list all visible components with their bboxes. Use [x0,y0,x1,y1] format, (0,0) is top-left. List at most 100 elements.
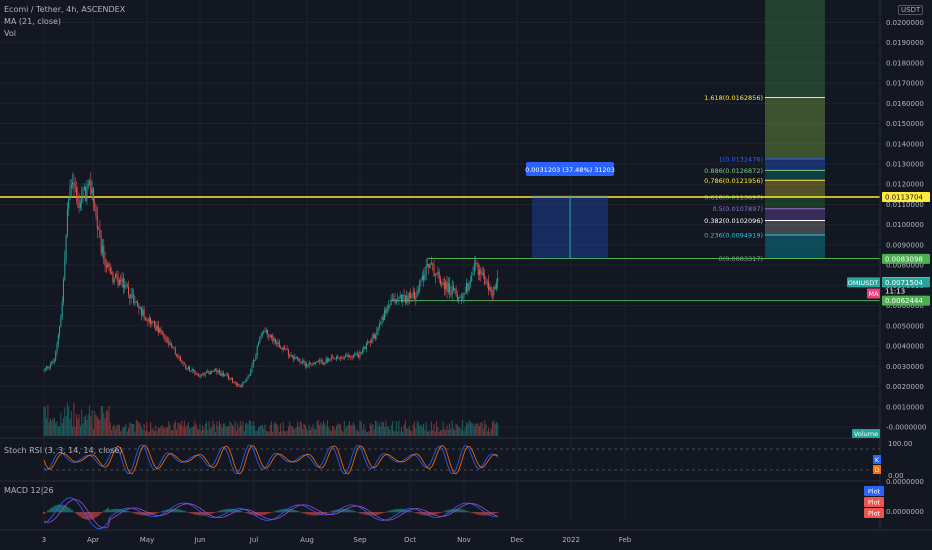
fib-level-label: 0.236(0.0094919) [704,231,763,239]
volume-bar [232,424,233,436]
candle-body [68,199,70,210]
price-tick-label: 0.0020000 [886,383,924,391]
volume-bar [469,421,471,436]
volume-bar [291,426,293,436]
candle-body [63,279,64,302]
volume-bar [161,425,163,436]
candle-body [291,355,293,358]
stoch-legend[interactable]: Stoch RSI (3, 3, 14, 14, close) [4,446,123,455]
candle-body [70,184,72,188]
macd-histogram-bar [81,512,83,518]
volume-bar [486,431,488,436]
macd-histogram-bar [113,508,115,513]
candle-body [51,361,53,365]
candle-body [437,271,439,275]
volume-bar [186,425,188,436]
volume-bar [113,424,115,436]
symbol-title[interactable]: Ecomi / Tether, 4h, ASCENDEX [4,5,126,14]
candle-body [329,358,331,360]
macd-histogram-bar [331,510,333,513]
volume-bar [466,422,467,436]
volume-bar [52,418,54,436]
candle-body [135,301,137,303]
candle-body [339,357,341,359]
price-tick-label: 0.0170000 [886,80,924,88]
candle-body [209,372,211,375]
candle-body [373,334,375,339]
candle-body [274,338,276,343]
macd-histogram-bar [211,512,213,514]
time-tick-label: Apr [87,536,99,544]
candle-body [211,371,213,373]
macd-histogram-bar [381,512,383,514]
macd-histogram-bar [159,511,161,513]
volume-bar [388,427,389,436]
candle-body [57,335,59,344]
candle-body [401,294,402,303]
volume-bar [274,421,276,436]
volume-bar [118,424,120,436]
price-tag: 0.0071504 [885,279,923,287]
candle-body [228,375,230,380]
ma-legend[interactable]: MA (21, close) [4,17,62,26]
volume-bar [107,411,109,436]
candle-body [495,282,497,290]
candle-body [177,355,179,358]
horizontal-lines [0,196,880,302]
macd-histogram-bar [63,505,65,513]
candle-body [111,272,113,274]
volume-bar [401,426,402,436]
candle-body [178,357,180,359]
candle-body [181,361,183,364]
candle-body [354,354,356,356]
macd-histogram-bar [175,508,177,513]
volume-bar [126,431,128,436]
volume-bar [228,426,230,436]
candle-body [492,294,493,296]
volume-bar [479,425,480,436]
macd-histogram-bar [295,510,297,513]
volume-bar [99,419,101,436]
volume-bar [268,431,270,436]
volume-bar [147,431,149,436]
candle-body [443,282,445,289]
macd-histogram-bar [125,510,127,513]
volume-bar [307,430,309,436]
macd-histogram-bar [109,509,111,513]
candle-body [90,181,92,194]
candle-body [364,346,366,349]
candle-body [464,293,466,294]
volume-bar [134,431,136,436]
currency-button[interactable]: USDT [898,5,924,15]
volume-bar [146,421,148,436]
countdown: 11:13 [885,287,905,295]
volume-bar [64,407,66,436]
macd-histogram-bar [137,512,139,515]
volume-bar [372,423,374,436]
macd-histogram-bar [297,511,299,513]
price-tag-bg [882,295,930,306]
candle-body [208,371,210,375]
volume-bar [341,429,343,436]
macd-histogram-bar [261,512,263,516]
candle-body [129,294,131,299]
macd-histogram-bar [321,512,323,515]
macd-histogram-bar [141,512,143,516]
volume-bar [237,422,239,436]
macd-histogram-bar [483,512,485,516]
volume-bar [95,414,97,436]
candle-body [450,292,452,295]
volume-bar [363,423,365,436]
volume-bar [196,428,198,436]
vol-legend[interactable]: Vol [4,29,16,38]
candle-body [269,336,271,338]
candle-body [122,277,124,288]
volume-bar [177,423,179,436]
candle-body [234,381,236,384]
candle-body [390,299,392,306]
volume-bar [293,428,295,436]
volume-bar [217,426,219,436]
macd-legend[interactable]: MACD 12|26 [4,486,54,495]
price-tick-label: 0.0180000 [886,59,924,67]
